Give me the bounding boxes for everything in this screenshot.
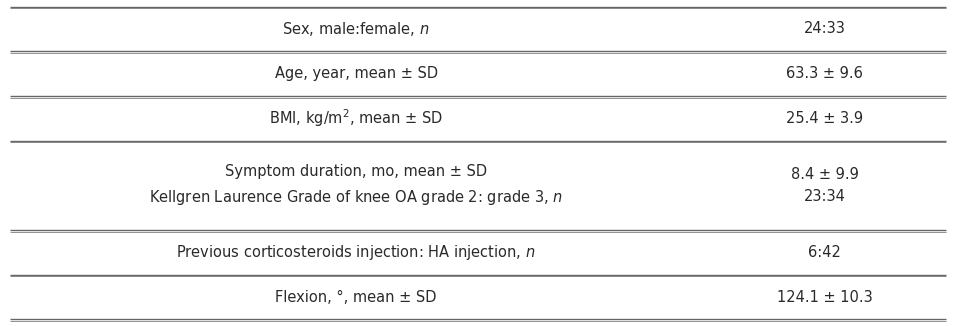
Text: Age, year, mean ± SD: Age, year, mean ± SD (274, 66, 438, 81)
Text: BMI, kg/m$^{2}$, mean ± SD: BMI, kg/m$^{2}$, mean ± SD (269, 108, 444, 129)
Text: Sex, male:female, $\it{n}$: Sex, male:female, $\it{n}$ (282, 20, 430, 38)
Text: 24:33: 24:33 (804, 22, 845, 37)
Text: 124.1 ± 10.3: 124.1 ± 10.3 (776, 289, 873, 304)
Text: Previous corticosteroids injection: HA injection, $\it{n}$: Previous corticosteroids injection: HA i… (177, 243, 535, 262)
Text: 8.4 ± 9.9
23:34: 8.4 ± 9.9 23:34 (791, 167, 858, 204)
Text: 63.3 ± 9.6: 63.3 ± 9.6 (786, 66, 863, 81)
Text: 6:42: 6:42 (808, 245, 841, 260)
Text: Flexion, °, mean ± SD: Flexion, °, mean ± SD (275, 289, 437, 304)
Text: 25.4 ± 3.9: 25.4 ± 3.9 (786, 111, 863, 126)
Text: Symptom duration, mo, mean ± SD
Kellgren Laurence Grade of knee OA grade 2: grad: Symptom duration, mo, mean ± SD Kellgren… (149, 164, 563, 207)
